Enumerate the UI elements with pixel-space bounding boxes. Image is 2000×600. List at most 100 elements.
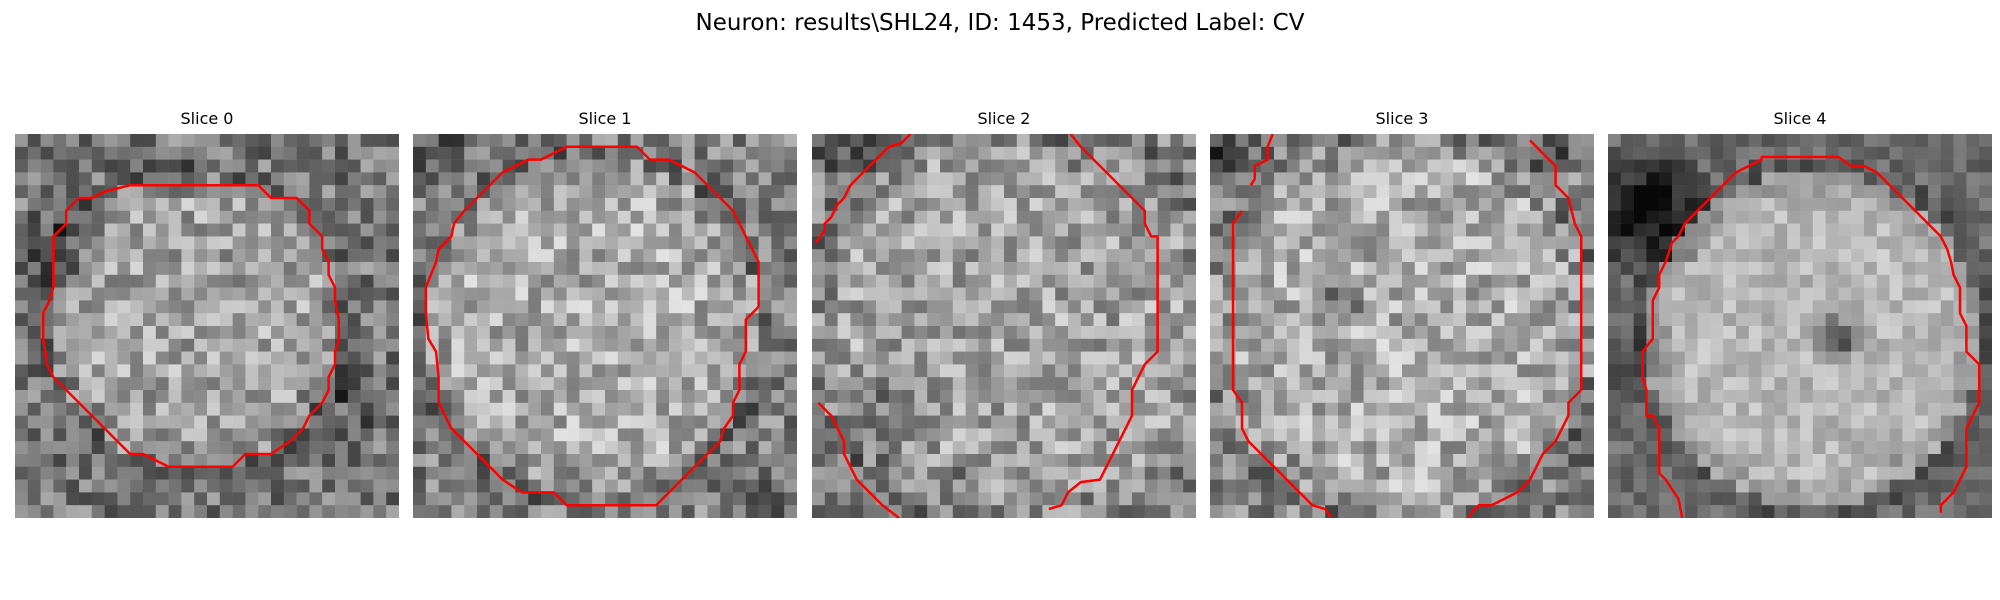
pixel xyxy=(296,313,310,327)
pixel xyxy=(219,326,233,340)
pixel xyxy=(1800,390,1814,404)
pixel xyxy=(1144,441,1158,455)
pixel xyxy=(1248,402,1262,416)
pixel xyxy=(1710,441,1724,455)
pixel xyxy=(1004,402,1018,416)
pixel xyxy=(707,377,721,391)
pixel xyxy=(168,505,182,518)
pixel xyxy=(1157,236,1171,250)
pixel xyxy=(322,274,336,288)
pixel xyxy=(502,300,516,314)
pixel xyxy=(1119,428,1133,442)
pixel xyxy=(1170,479,1184,493)
pixel xyxy=(1608,300,1622,314)
pixel xyxy=(1248,466,1262,480)
pixel xyxy=(1504,223,1518,237)
pixel xyxy=(1761,300,1775,314)
contour-line xyxy=(1643,157,1980,518)
pixel xyxy=(130,364,144,378)
pixel xyxy=(965,172,979,186)
pixel xyxy=(232,287,246,301)
pixel xyxy=(1568,172,1582,186)
pixel xyxy=(1274,479,1288,493)
pixel xyxy=(1261,326,1275,340)
pixel xyxy=(1710,210,1724,224)
pixel xyxy=(952,146,966,160)
pixel xyxy=(863,274,877,288)
pixel xyxy=(1132,428,1146,442)
pixel xyxy=(1453,377,1467,391)
pixel xyxy=(1157,223,1171,237)
pixel xyxy=(1132,505,1146,518)
pixel xyxy=(1825,134,1839,148)
pixel xyxy=(1723,210,1737,224)
pixel xyxy=(373,415,387,429)
pixel xyxy=(1440,249,1454,263)
pixel xyxy=(733,300,747,314)
pixel xyxy=(1697,479,1711,493)
pixel xyxy=(66,326,80,340)
pixel xyxy=(1119,210,1133,224)
pixel xyxy=(502,262,516,276)
pixel xyxy=(1530,198,1544,212)
pixel xyxy=(694,236,708,250)
pixel xyxy=(1376,441,1390,455)
pixel xyxy=(502,313,516,327)
pixel xyxy=(1504,338,1518,352)
pixel xyxy=(1928,441,1942,455)
pixel xyxy=(104,249,118,263)
pixel xyxy=(1812,390,1826,404)
pixel xyxy=(876,172,890,186)
pixel xyxy=(1261,236,1275,250)
pixel xyxy=(1876,351,1890,365)
pixel xyxy=(489,415,503,429)
pixel xyxy=(1453,185,1467,199)
pixel xyxy=(669,287,683,301)
pixel xyxy=(1042,236,1056,250)
pixel xyxy=(143,287,157,301)
pixel xyxy=(502,236,516,250)
pixel xyxy=(952,454,966,468)
pixel xyxy=(1466,466,1480,480)
pixel xyxy=(1299,390,1313,404)
pixel xyxy=(1427,505,1441,518)
pixel xyxy=(1106,185,1120,199)
pixel xyxy=(1106,326,1120,340)
pixel xyxy=(515,351,529,365)
pixel xyxy=(425,505,439,518)
pixel xyxy=(1389,338,1403,352)
pixel xyxy=(168,364,182,378)
pixel xyxy=(1312,402,1326,416)
pixel xyxy=(566,492,580,506)
pixel xyxy=(1723,377,1737,391)
pixel xyxy=(1940,134,1954,148)
pixel xyxy=(1517,313,1531,327)
pixel xyxy=(720,249,734,263)
pixel xyxy=(876,441,890,455)
pixel xyxy=(1953,402,1967,416)
pixel xyxy=(1697,249,1711,263)
pixel xyxy=(1748,415,1762,429)
pixel xyxy=(1800,441,1814,455)
pixel xyxy=(1376,313,1390,327)
pixel xyxy=(40,198,54,212)
pixel xyxy=(978,172,992,186)
pixel xyxy=(1427,492,1441,506)
pixel xyxy=(1402,390,1416,404)
pixel xyxy=(824,415,838,429)
pixel xyxy=(489,262,503,276)
pixel xyxy=(451,134,465,148)
pixel xyxy=(1080,338,1094,352)
pixel xyxy=(1119,262,1133,276)
pixel xyxy=(1620,134,1634,148)
pixel xyxy=(1774,159,1788,173)
pixel xyxy=(53,159,67,173)
pixel xyxy=(360,262,374,276)
pixel xyxy=(681,146,695,160)
pixel xyxy=(1504,364,1518,378)
pixel xyxy=(1659,198,1673,212)
pixel xyxy=(360,326,374,340)
pixel xyxy=(1774,287,1788,301)
pixel xyxy=(1659,146,1673,160)
pixel xyxy=(515,236,529,250)
